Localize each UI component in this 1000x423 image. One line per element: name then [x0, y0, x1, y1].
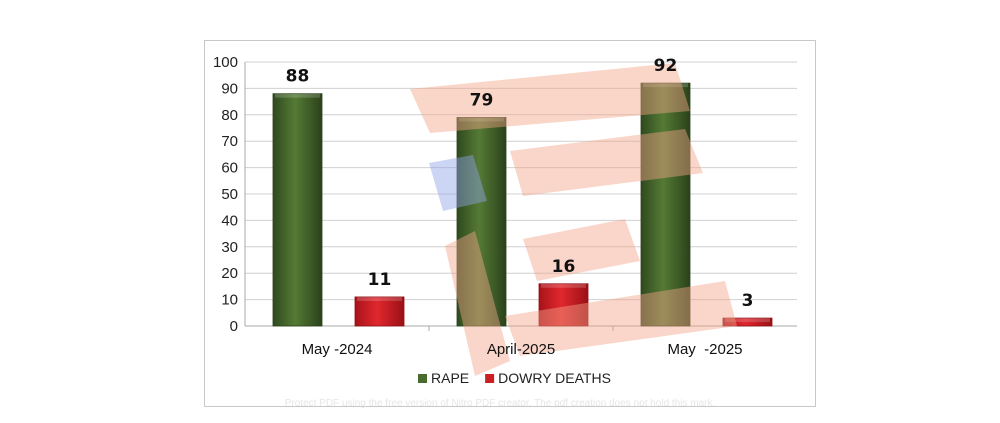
bar-bevel: [459, 117, 504, 122]
data-label: 16: [552, 257, 576, 277]
y-tick-label: 80: [221, 107, 238, 124]
watermark-shape: [445, 231, 510, 376]
y-tick-label: 0: [230, 318, 238, 335]
watermark-shape: [410, 63, 690, 133]
legend-swatch: [485, 374, 495, 383]
bar-dowry-deaths: [722, 317, 773, 327]
data-label: 79: [470, 90, 494, 110]
bar-rape: [640, 82, 691, 327]
y-tick-label: 70: [221, 133, 238, 150]
watermark-shape: [510, 129, 703, 196]
bar-bevel: [357, 296, 402, 301]
y-tick-label: 40: [221, 212, 238, 229]
bar-rape: [272, 93, 323, 327]
y-tick-label: 60: [221, 160, 238, 177]
legend-swatch: [418, 374, 427, 383]
legend-label: DOWRY DEATHS: [498, 370, 611, 386]
bar-dowry-deaths: [354, 296, 405, 327]
data-label: 88: [286, 67, 310, 87]
data-label: 3: [742, 291, 754, 311]
category-label: May -2025: [667, 341, 742, 358]
legend-label: RAPE: [431, 370, 469, 386]
watermark-shape: [505, 281, 737, 356]
bar-bevel: [541, 283, 586, 288]
chart-frame: 0 10 20 30 40 50 60 70 80 90 100 88 11 79 16 92 3 May -…: [204, 40, 816, 407]
data-label: 92: [654, 56, 678, 76]
bar-bevel: [725, 318, 770, 323]
y-tick-label: 50: [221, 186, 238, 203]
y-tick-label: 10: [221, 292, 238, 309]
y-tick-label: 30: [221, 239, 238, 256]
watermark-text: Protect PDF using the free version of Ni…: [284, 398, 716, 409]
bar-chart: 0 10 20 30 40 50 60 70 80 90 100 88 11 79 16 92 3 May -…: [213, 54, 797, 386]
bar-rape: [456, 117, 507, 327]
bar-dowry-deaths: [538, 283, 589, 327]
category-label: April-2025: [487, 341, 555, 358]
y-tick-label: 20: [221, 265, 238, 282]
data-label: 11: [368, 270, 392, 290]
bar-bevel: [275, 93, 320, 98]
watermark-shape: [429, 155, 487, 211]
y-tick-label: 100: [213, 54, 238, 71]
watermark-shape: [523, 219, 640, 281]
bar-bevel: [643, 83, 688, 88]
y-tick-label: 90: [221, 80, 238, 97]
category-label: May -2024: [302, 341, 373, 358]
